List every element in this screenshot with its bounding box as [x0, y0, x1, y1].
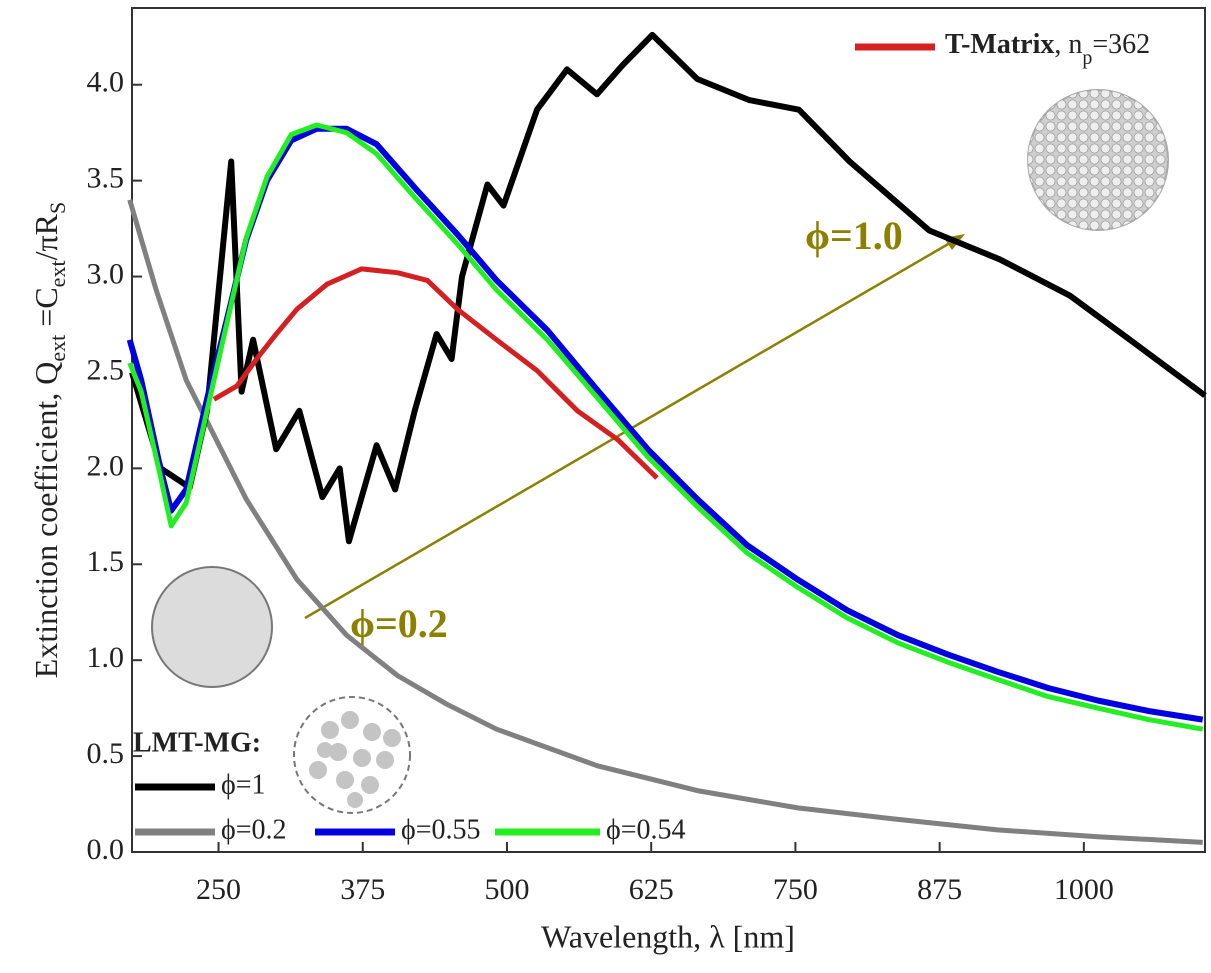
x-axis-label: Wavelength, λ [nm] [541, 918, 795, 954]
series-line [129, 31, 1207, 545]
annotation: ϕ=0.2 [350, 601, 448, 646]
series-line [127, 199, 1203, 845]
y-tick-label: 3.0 [87, 257, 125, 290]
y-tick-label: 0.0 [87, 833, 125, 866]
x-tick-label: 500 [484, 873, 529, 906]
y-label-subscript: ext [45, 260, 70, 287]
legend-label: ϕ=0.54 [606, 814, 686, 845]
y-tick-label: 0.5 [87, 737, 125, 770]
x-tick-label: 1000 [1054, 873, 1114, 906]
y-label-subscript: ext [45, 335, 70, 362]
series-line [212, 266, 659, 480]
legend-title: LMT-MG: [133, 727, 261, 758]
series-line [127, 122, 1204, 732]
series-line [126, 125, 1204, 723]
legend-name: T-Matrix [945, 29, 1054, 60]
plot-frame [131, 7, 1206, 853]
y-label-part: =C [28, 287, 64, 334]
legend-suffix: =362 [1092, 29, 1150, 60]
y-label-part: /πR [28, 213, 64, 260]
y-tick-label: 1.0 [87, 641, 125, 674]
x-tick-label: 625 [629, 873, 674, 906]
legend-suffix: p [1082, 47, 1092, 69]
x-tick-label: 750 [773, 873, 818, 906]
x-tick-label: 375 [340, 873, 385, 906]
x-tick-label: 250 [196, 873, 241, 906]
annotation: ϕ=1.0 [805, 213, 903, 258]
y-tick-label: 4.0 [87, 66, 125, 99]
y-tick-label: 3.5 [87, 162, 125, 195]
solid-sphere-icon [151, 566, 273, 688]
y-tick-label: 2.5 [87, 353, 125, 386]
cluster-texture [1028, 90, 1168, 230]
legend-suffix: , n [1054, 29, 1082, 60]
legend-label: ϕ=0.2 [221, 814, 287, 845]
y-tick-label: 2.0 [87, 449, 125, 482]
legend-label: ϕ=0.55 [401, 814, 481, 845]
legend-label: T-Matrix, np=362 [945, 29, 1150, 68]
y-tick-label: 1.5 [87, 545, 125, 578]
x-tick-label: 875 [917, 873, 962, 906]
legend-label: ϕ=1 [221, 769, 266, 800]
trend-arrow [304, 234, 963, 620]
particle-icons [309, 711, 401, 808]
y-label-subscript: S [45, 202, 70, 214]
y-axis-label: Extinction coefficient, Qext =Cext/πRS [28, 202, 70, 678]
y-label-part: Extinction coefficient, Q [28, 362, 64, 679]
